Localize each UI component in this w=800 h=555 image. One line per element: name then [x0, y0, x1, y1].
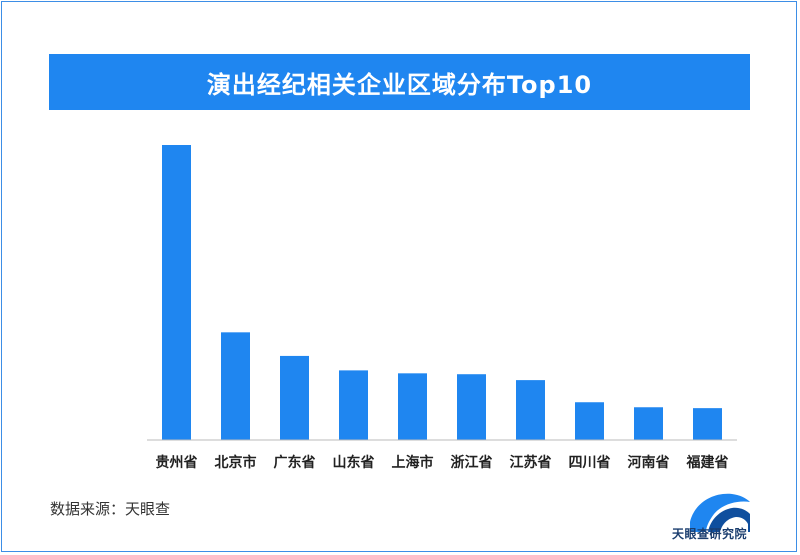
bar-5	[457, 374, 486, 440]
category-label-1: 北京市	[215, 454, 257, 471]
category-label-6: 江苏省	[510, 454, 552, 471]
chart-title: 演出经纪相关企业区域分布Top10	[49, 54, 750, 110]
logo-text: 天眼查研究院	[672, 527, 748, 541]
category-label-4: 上海市	[392, 454, 434, 471]
category-label-8: 河南省	[628, 454, 670, 471]
category-labels: 贵州省 北京市 广东省 山东省 上海市 浙江省 江苏省 四川省 河南省 福建省	[156, 454, 729, 471]
bar-9	[693, 408, 722, 440]
category-label-7: 四川省	[569, 454, 611, 471]
bar-group	[162, 145, 722, 440]
category-label-2: 广东省	[274, 454, 316, 471]
tianyancha-logo-icon	[690, 493, 750, 532]
bar-8	[634, 407, 663, 440]
bar-6	[516, 380, 545, 440]
bar-2	[280, 355, 309, 440]
bar-3	[339, 370, 368, 440]
category-label-3: 山东省	[333, 454, 375, 471]
bar-7	[575, 402, 604, 440]
data-source-note: 数据来源：天眼查	[50, 500, 171, 518]
bar-1	[221, 332, 250, 440]
bar-0	[162, 145, 191, 440]
category-label-9: 福建省	[686, 454, 729, 471]
category-label-5: 浙江省	[451, 454, 493, 471]
category-label-0: 贵州省	[156, 454, 198, 471]
bar-4	[398, 373, 427, 440]
